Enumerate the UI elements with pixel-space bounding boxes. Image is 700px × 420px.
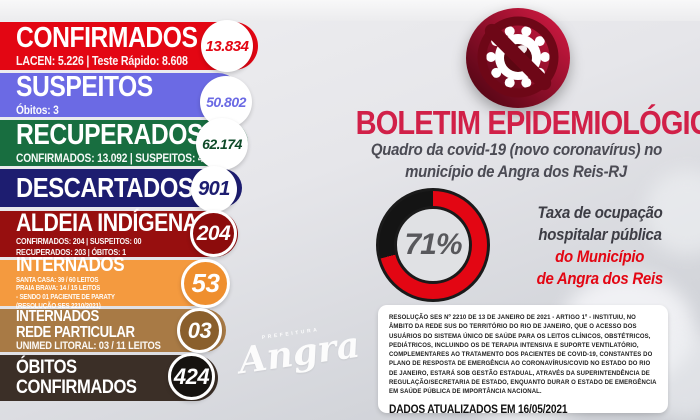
- banner-subtext: Óbitos: 3: [16, 102, 59, 117]
- banner-title: SUSPEITOS: [16, 71, 153, 104]
- banner-suspeitos: SUSPEITOS Óbitos: 3: [0, 73, 240, 117]
- occupancy-caption-municipio: de Angra dos Reis: [536, 269, 664, 288]
- prefeitura-angra-logo: PREFEITURA Angra: [236, 322, 363, 383]
- banner-title-line2: CONFIRMADOS: [16, 376, 137, 398]
- occupancy-caption-municipio: do Município: [555, 247, 645, 266]
- no-virus-icon: [462, 5, 574, 113]
- banner-title: CONFIRMADOS: [16, 22, 198, 55]
- banner-subtext: (RESOLUÇÃO SES 2210/2021): [16, 301, 101, 310]
- badge-obitos-count: 424: [168, 353, 215, 400]
- badge-aldeia-count: 204: [190, 210, 237, 257]
- legal-note-box: RESOLUÇÃO SES Nº 2210 DE 13 DE JANEIRO D…: [378, 305, 668, 416]
- banner-subtext: CONFIRMADOS: 204 | SUSPEITOS: 00: [16, 236, 142, 247]
- banner-subtext: - SENDO 01 PACIENTE DE PARATY: [16, 292, 115, 302]
- banner-title: RECUPERADOS: [16, 119, 204, 152]
- occupancy-donut: 71%: [376, 188, 490, 302]
- badge-descartados-count: 901: [191, 166, 237, 212]
- banner-subtext: UNIMED LITORAL: 03 / 11 LEITOS: [16, 340, 161, 353]
- occupancy-caption: Taxa de ocupação: [537, 203, 663, 222]
- data-updated-label: DADOS ATUALIZADOS EM 16/05/2021: [389, 401, 568, 416]
- legal-note-text: RESOLUÇÃO SES Nº 2210 DE 13 DE JANEIRO D…: [389, 315, 657, 396]
- banner-subtext: CONFIRMADOS: 13.092 | SUSPEITOS: 49.082: [16, 150, 229, 165]
- banner-subtext: SANTA CASA: 39 / 60 LEITOS: [16, 274, 99, 284]
- occupancy-percent: 71%: [404, 228, 462, 261]
- badge-confirmados-count: 13.834: [201, 20, 253, 72]
- bulletin-subtitle-line2: município de Angra dos Reis-RJ: [405, 162, 627, 181]
- banner-title-line2: REDE PARTICULAR: [16, 323, 135, 341]
- banner-title: DESCARTADOS: [16, 171, 194, 203]
- banner-title: INTERNADOS: [16, 307, 99, 325]
- banner-title: ÓBITOS: [16, 356, 77, 379]
- banner-subtext: LACEN: 5.226 | Teste Rápido: 8.608: [16, 53, 188, 68]
- bulletin-title: BOLETIM EPIDEMIOLÓGICO: [355, 104, 700, 141]
- occupancy-caption: hospitalar pública: [538, 225, 662, 244]
- banner-title: ALDEIA INDÍGENA: [16, 208, 198, 237]
- badge-recuperados-count: 62.174: [196, 118, 248, 170]
- badge-internados-count: 53: [181, 259, 230, 308]
- bulletin-subtitle-line1: Quadro da covid-19 (novo coronavírus) no: [370, 140, 662, 159]
- banner-subtext: PRAIA BRAVA: 14 / 15 LEITOS: [16, 283, 101, 293]
- banner-subtext: RECUPERADOS: 203 | ÓBITOS: 1: [16, 246, 126, 257]
- top-strip: [0, 0, 700, 21]
- badge-rede-particular-count: 03: [177, 308, 222, 353]
- banner-title: INTERNADOS: [16, 254, 125, 277]
- logo-angra-script: Angra: [236, 323, 363, 383]
